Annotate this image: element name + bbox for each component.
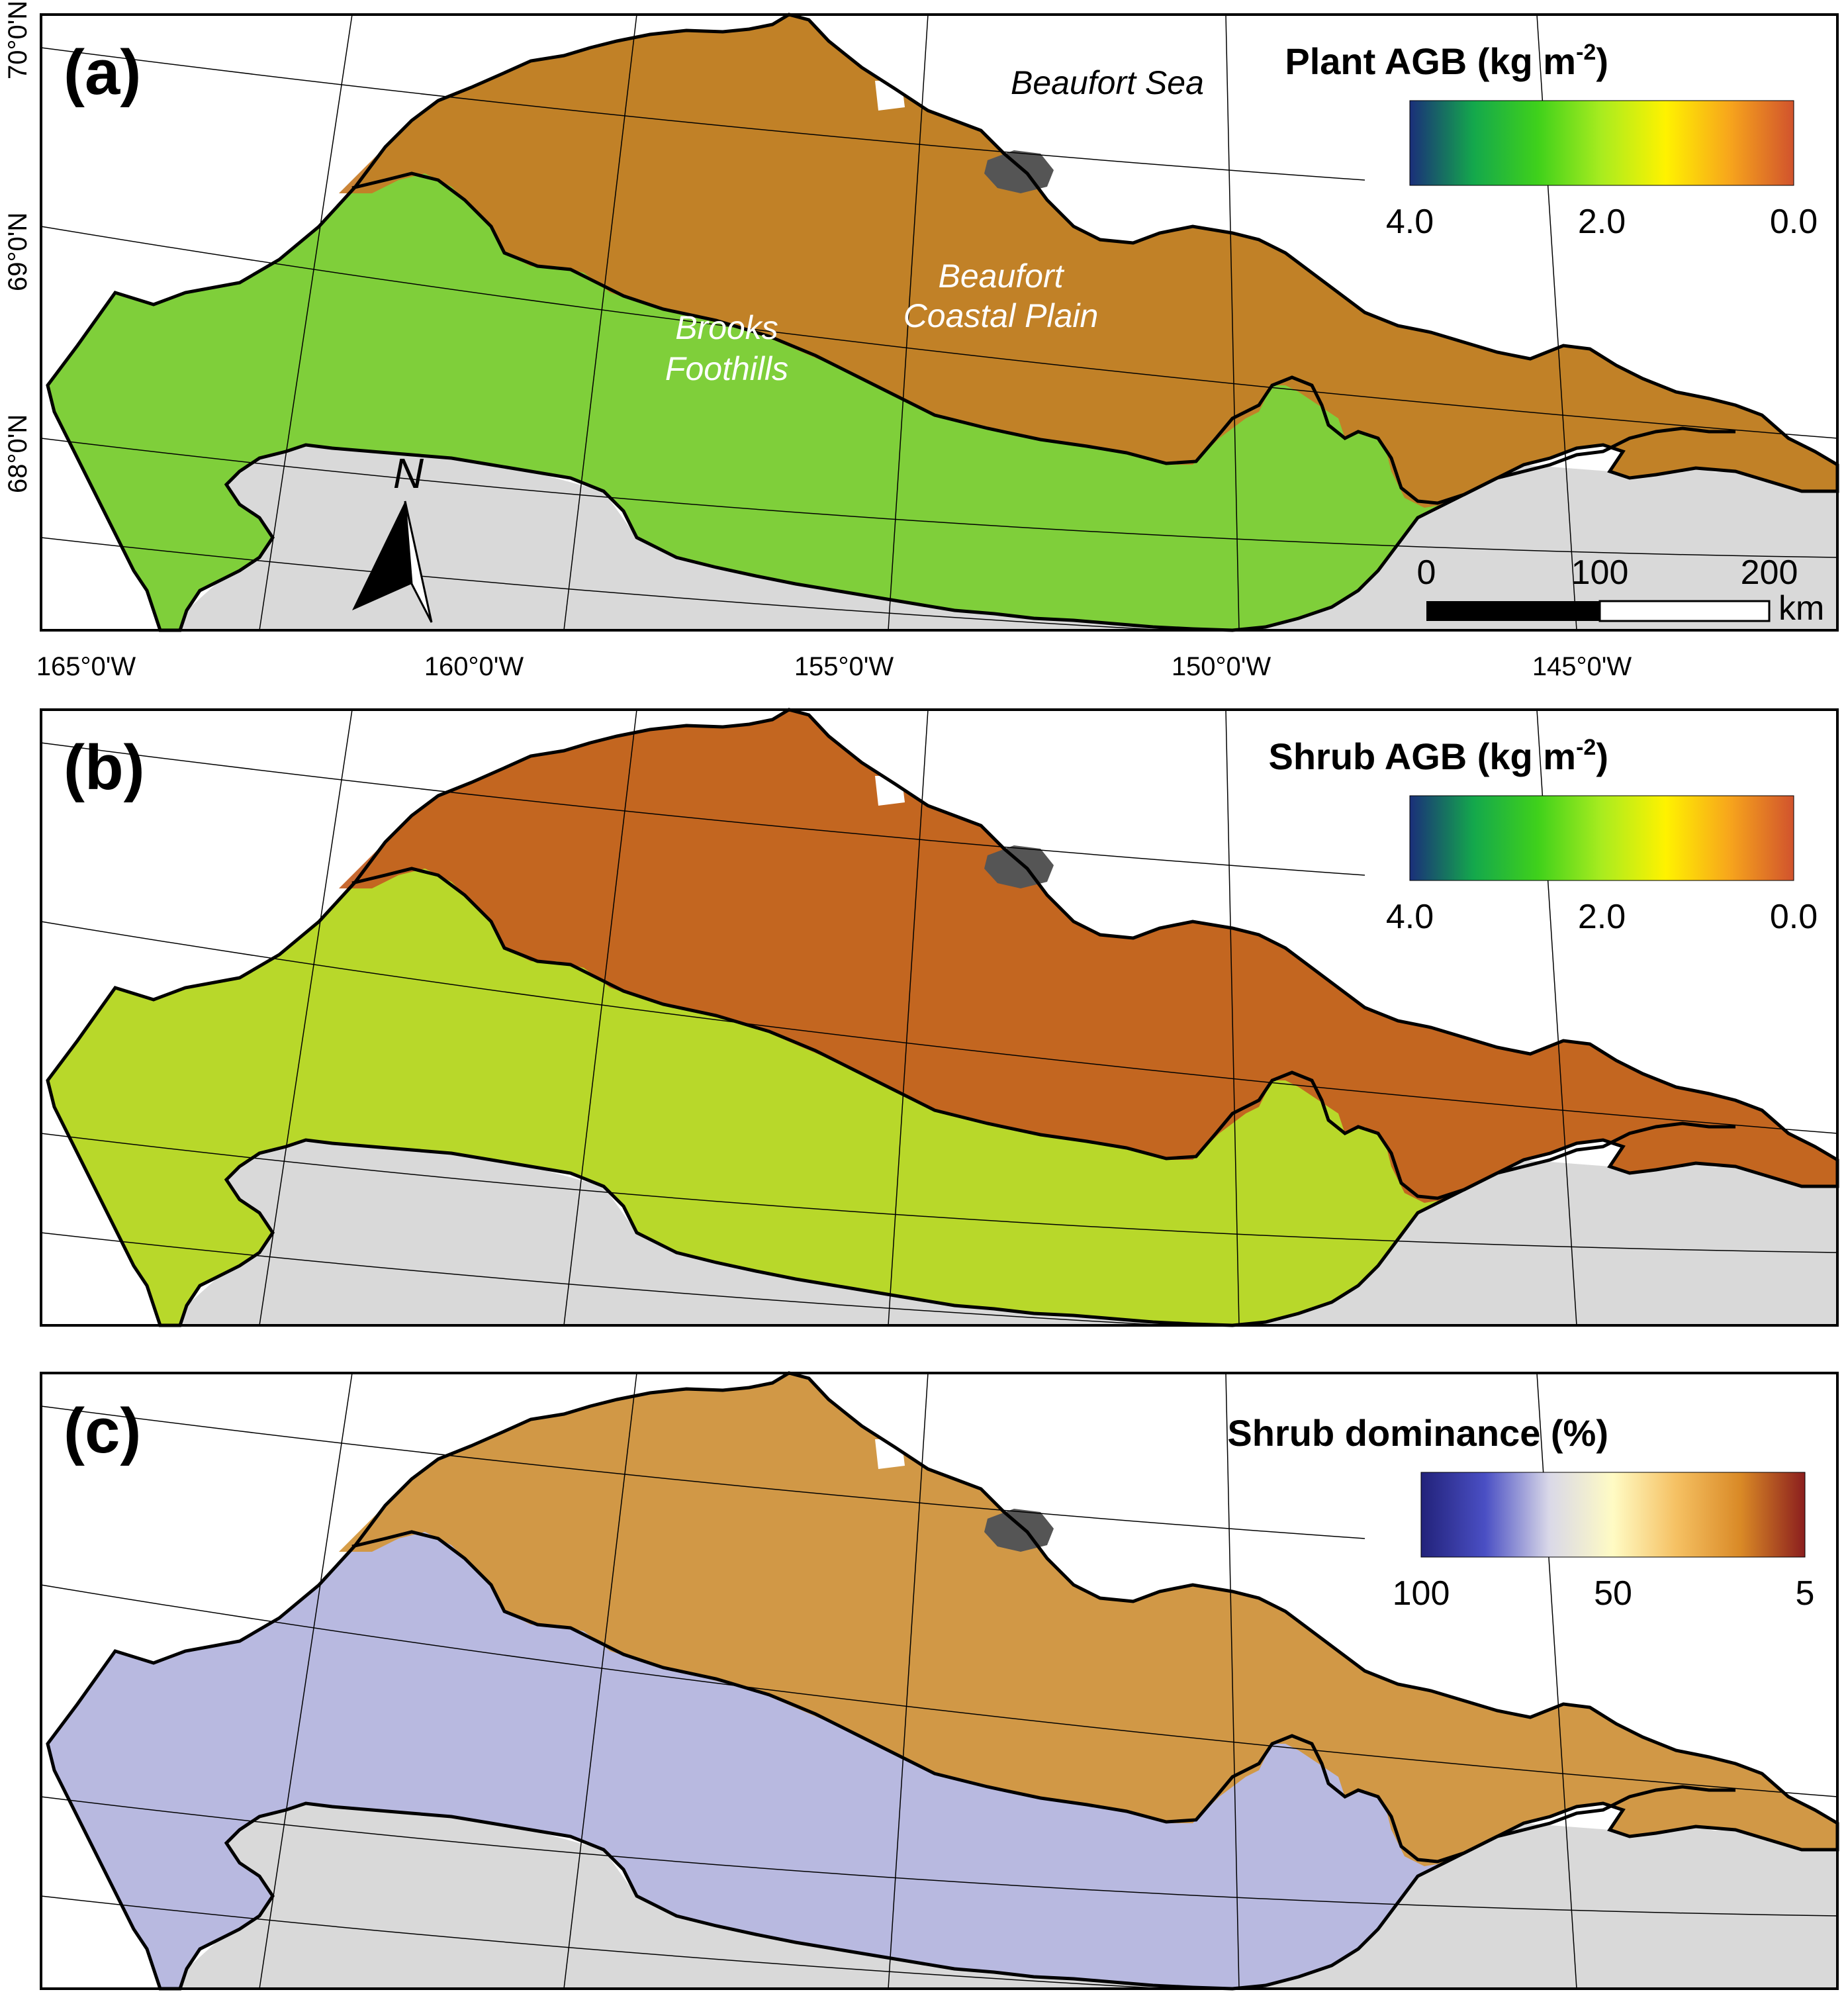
lake: [984, 1509, 1054, 1552]
lake: [984, 150, 1054, 193]
graticule-line: [259, 14, 353, 631]
graticule-line: [1225, 1372, 1240, 1989]
graticule-line: [40, 1796, 1838, 1917]
graticule-line: [40, 742, 1365, 876]
land-southeast: [1232, 465, 1837, 630]
graticule-line: [563, 1372, 637, 1989]
beaufort-label-line1: Beaufort: [938, 258, 1064, 295]
panel-frame: [40, 708, 1839, 1327]
coastal-plain-region: [339, 15, 1837, 508]
coastal-plain-region: [339, 1373, 1837, 1866]
legend-colorbar: [1420, 1472, 1806, 1558]
graticule-line: [563, 14, 637, 631]
graticule-line: [40, 226, 1838, 439]
scale-tick: 0: [1417, 553, 1436, 592]
legend-colorbar: [1409, 795, 1794, 881]
region-outline: [46, 1371, 1839, 1991]
land-southeast: [1232, 1160, 1837, 1325]
north-arrow-light: [404, 500, 433, 623]
panel-shrub-dominance: (c) Shrub dominance (%) 100 50 5: [40, 1371, 1839, 1991]
scale-tick: 200: [1741, 553, 1798, 592]
ecoregion-boundary: [351, 171, 1735, 505]
region-outline: [46, 13, 1839, 632]
land-south: [180, 1140, 1232, 1325]
coastal-plain-label-line2: Coastal Plain: [903, 297, 1099, 334]
lake: [984, 845, 1054, 888]
legend-tick: 2.0: [1578, 898, 1626, 936]
graticule-line: [888, 14, 929, 631]
panel-letter: (b): [64, 732, 145, 803]
panel-shrub-agb: (b) Shrub AGB (kg m-2) 4.0 2.0 0.0: [40, 708, 1839, 1327]
graticule-line: [1225, 709, 1240, 1326]
lat-label-68: 68°0'N: [3, 414, 32, 493]
legend-tick: 0.0: [1770, 898, 1818, 936]
graticule-line: [259, 1372, 353, 1989]
panel-letter: (a): [64, 37, 141, 108]
beaufort-sea-label: Beaufort Sea: [1011, 64, 1204, 101]
graticule-line: [259, 709, 353, 1326]
legend-title: Shrub AGB (kg m-2): [1269, 735, 1609, 777]
ecoregion-boundary: [351, 1530, 1735, 1864]
graticule-line: [40, 438, 1838, 558]
scale-bar-dark: [1426, 601, 1600, 621]
land-south: [180, 445, 1232, 630]
north-arrow: N: [352, 450, 433, 623]
legend-tick: 0.0: [1770, 203, 1818, 241]
scale-tick: 100: [1571, 553, 1629, 592]
legend-tick: 50: [1594, 1574, 1632, 1613]
ecoregion-boundary: [351, 867, 1735, 1200]
bay: [875, 776, 905, 806]
coastal-plain-region: [339, 710, 1837, 1203]
land-south: [180, 1803, 1232, 1989]
scale-bar-light: [1598, 600, 1771, 622]
graticule-line: [40, 47, 1365, 181]
lon-label-155: 155°0'W: [794, 652, 894, 681]
lon-label-145: 145°0'W: [1532, 652, 1632, 681]
graticule-line: [1225, 14, 1240, 631]
panel-plant-agb: (a) Plant AGB (kg m-2) 4.0 2.0 0.0 Beaufort S…: [40, 13, 1839, 632]
lon-label-160: 160°0'W: [424, 652, 524, 681]
legend-colorbar: [1409, 100, 1794, 186]
graticule-line: [888, 1372, 929, 1989]
panel-frame: [40, 13, 1839, 632]
graticule-line: [40, 1895, 1167, 1989]
panel-frame: [40, 1372, 1839, 1990]
scale-unit: km: [1779, 589, 1824, 628]
brooks-label-line1: Brooks: [675, 309, 778, 346]
region-outline: [46, 708, 1839, 1327]
north-label: N: [393, 450, 424, 497]
legend-tick: 4.0: [1386, 898, 1434, 936]
legend-tick: 5: [1796, 1574, 1815, 1613]
legend-tick: 2.0: [1578, 203, 1626, 241]
graticule-line: [888, 709, 929, 1326]
graticule-line: [40, 1584, 1838, 1797]
graticule-line: [40, 1232, 1167, 1326]
legend-title: Shrub dominance (%): [1227, 1412, 1608, 1454]
graticule-line: [40, 921, 1838, 1134]
land-southeast: [1232, 1823, 1837, 1989]
lon-label-165: 165°0'W: [36, 652, 136, 681]
graticule-line: [40, 1405, 1365, 1539]
bay: [875, 81, 905, 111]
legend-tick: 100: [1393, 1574, 1450, 1613]
lat-label-69: 69°0'N: [3, 213, 32, 291]
bay: [875, 1439, 905, 1469]
legend-title: Plant AGB (kg m-2): [1285, 40, 1608, 82]
graticule-line: [563, 709, 637, 1326]
lon-label-150: 150°0'W: [1172, 652, 1271, 681]
legend-tick: 4.0: [1386, 203, 1434, 241]
panel-letter: (c): [64, 1396, 141, 1466]
foothills-label-line2: Foothills: [665, 350, 788, 387]
graticule-line: [40, 1133, 1838, 1253]
graticule-line: [40, 537, 1167, 631]
lat-label-70: 70°0'N: [3, 1, 32, 79]
